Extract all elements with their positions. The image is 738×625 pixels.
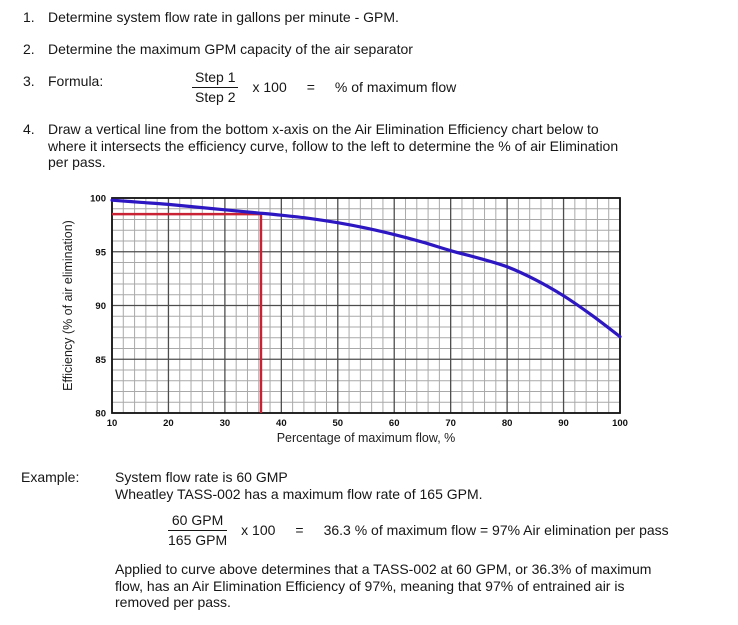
plot-frame	[111, 197, 621, 414]
y-tick-label: 95	[95, 247, 106, 258]
instruction-text: Draw a vertical line from the bottom x-a…	[48, 121, 618, 171]
instruction-line: where it intersects the efficiency curve…	[48, 137, 619, 154]
item-number: 4.	[23, 121, 35, 137]
step-formula: Step 1 Step 2 x 100 = % of maximum flow	[192, 69, 456, 105]
y-tick-label: 90	[95, 301, 106, 312]
example-fraction: 60 GPM 165 GPM	[168, 512, 228, 548]
efficiency-curve	[110, 198, 622, 339]
example-formula: 60 GPM 165 GPM x 100 = 36.3 % of maximum…	[168, 512, 669, 548]
example-result: 36.3 % of maximum flow = 97% Air elimina…	[323, 521, 669, 538]
example-multiplier: x 100	[241, 521, 276, 538]
instruction-item-1: 1. Determine system flow rate in gallons…	[23, 9, 399, 26]
x-tick-label: 30	[220, 418, 231, 429]
instruction-line: per pass.	[48, 154, 106, 170]
formula-numerator: Step 1	[192, 69, 239, 88]
paragraph-line: flow, has an Air Elimination Efficiency …	[115, 577, 625, 594]
x-tick-label: 50	[332, 418, 343, 429]
x-tick-label: 40	[276, 418, 287, 429]
formula-equals-sign: =	[306, 78, 315, 95]
x-tick-label: 80	[502, 418, 513, 429]
y-tick-label: 80	[95, 409, 106, 420]
x-tick-label: 90	[558, 418, 569, 429]
x-tick-label: 70	[445, 418, 456, 429]
example-line-1: System flow rate is 60 GMP	[115, 469, 288, 485]
instruction-text: Formula:	[48, 73, 104, 89]
formula-denominator: Step 2	[195, 88, 236, 105]
item-number: 2.	[23, 41, 35, 57]
x-tick-label: 60	[389, 418, 400, 429]
example-numerator: 60 GPM	[168, 512, 228, 531]
example-denominator: 165 GPM	[168, 531, 228, 548]
instruction-item-2: 2. Determine the maximum GPM capacity of…	[23, 41, 413, 58]
example-label: Example:	[21, 469, 80, 485]
instruction-text: Determine the maximum GPM capacity of th…	[48, 41, 413, 57]
x-tick-label: 10	[107, 418, 118, 429]
x-axis-title: Percentage of maximum flow, %	[277, 431, 456, 445]
y-tick-label: 100	[90, 194, 106, 205]
x-tick-label: 100	[612, 418, 628, 429]
air-elimination-efficiency-chart: 10 20 30 40 50 60 70 80 90 100 80 85 90 95 100 Percenta…	[61, 194, 628, 446]
formula-fraction: Step 1 Step 2	[192, 69, 239, 105]
instruction-item-4: 4. Draw a vertical line from the bottom …	[23, 121, 618, 171]
y-axis-title: Efficiency (% of air elimination)	[61, 220, 75, 391]
instruction-text: Determine system flow rate in gallons pe…	[48, 9, 399, 25]
y-tick-label: 85	[95, 355, 106, 366]
paragraph-line: Applied to curve above determines that a…	[115, 561, 652, 577]
instruction-item-3: 3. Formula:	[23, 73, 103, 90]
instruction-line: Draw a vertical line from the bottom x-a…	[48, 121, 599, 137]
example-line-2: Wheatley TASS-002 has a maximum flow rat…	[115, 485, 483, 502]
paragraph-line: removed per pass.	[115, 594, 231, 610]
formula-multiplier: x 100	[252, 78, 287, 95]
formula-result: % of maximum flow	[334, 78, 457, 95]
example-text: System flow rate is 60 GMP Wheatley TASS…	[115, 469, 483, 502]
x-tick-label: 20	[163, 418, 174, 429]
item-number: 3.	[23, 73, 35, 89]
item-number: 1.	[23, 9, 35, 25]
example-paragraph: Applied to curve above determines that a…	[115, 561, 651, 611]
example-equals-sign: =	[295, 521, 304, 538]
